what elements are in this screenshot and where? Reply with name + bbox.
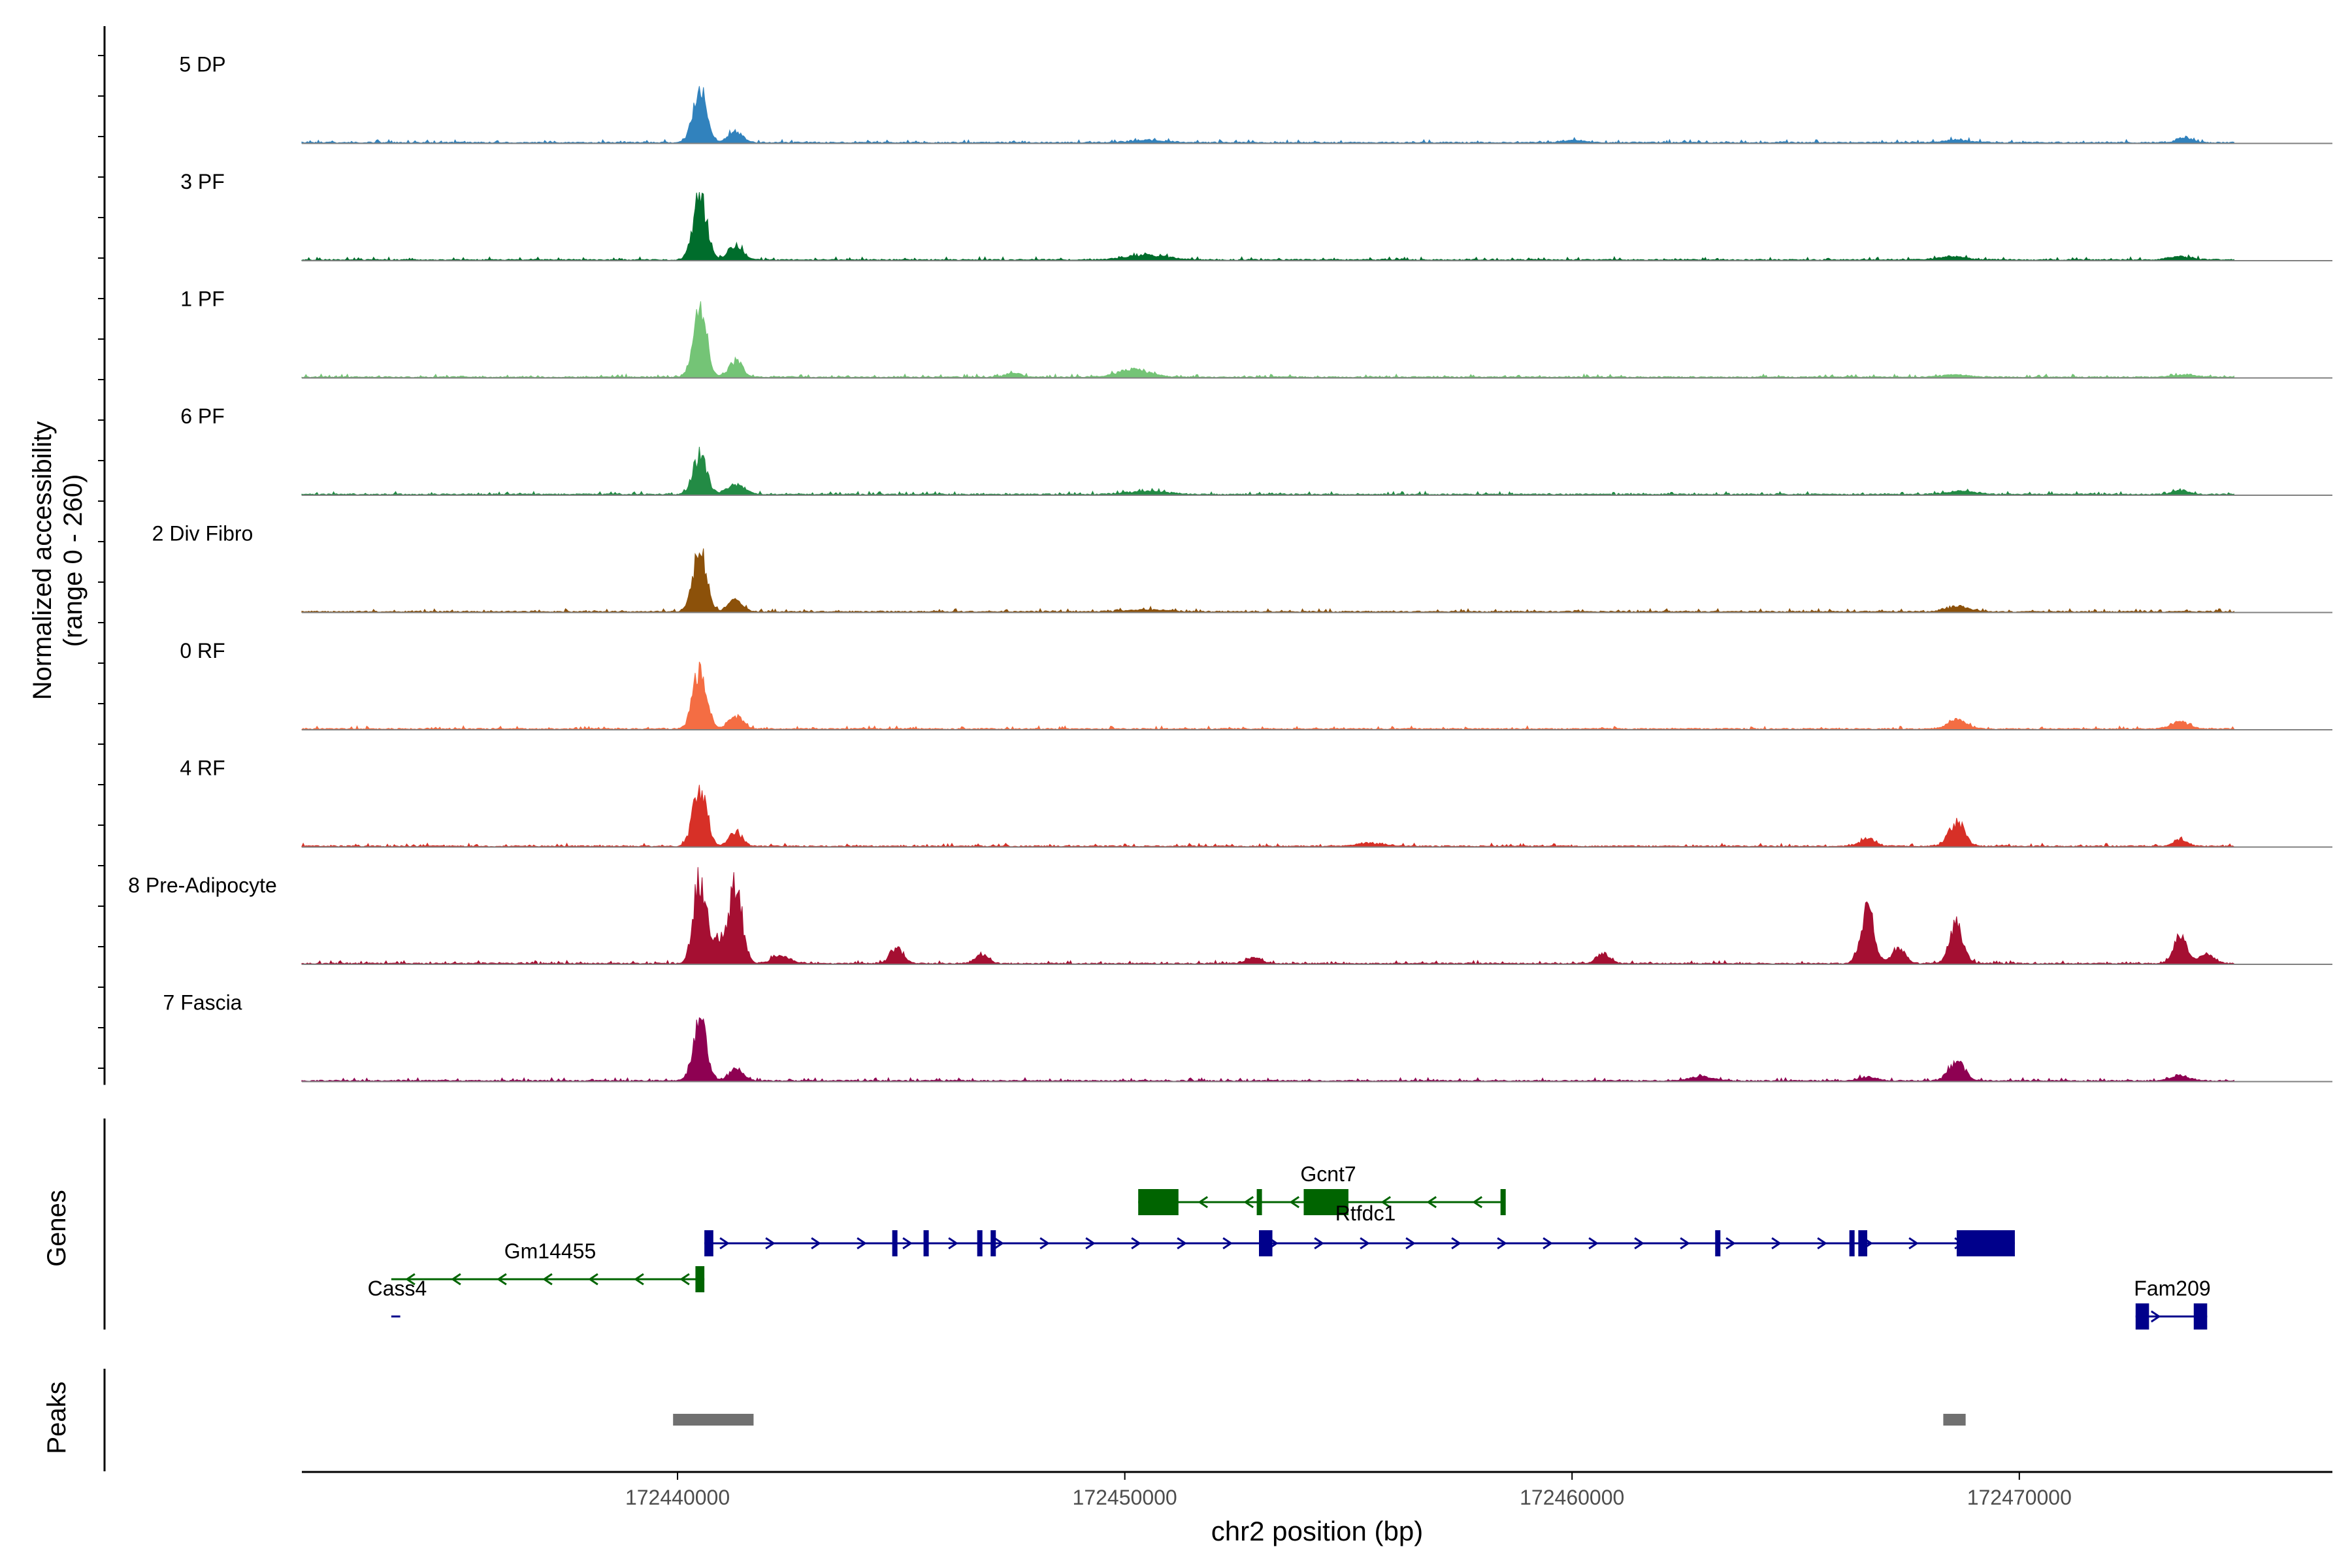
strand-arrow — [497, 1273, 507, 1286]
gene-label: Gm14455 — [504, 1239, 596, 1263]
gene-label: Cass4 — [368, 1277, 427, 1300]
x-tick-label: 172470000 — [1967, 1486, 2072, 1509]
x-tick-label: 172450000 — [1073, 1486, 1177, 1509]
peak-region — [673, 1414, 754, 1426]
coverage-area-1 — [301, 86, 2234, 144]
track-label: 7 Fascia — [163, 991, 242, 1015]
strand-arrow — [679, 1273, 690, 1286]
strand-arrow — [811, 1237, 821, 1250]
strand-arrow — [542, 1273, 553, 1286]
peaks-panel-label: Peaks — [42, 1381, 71, 1454]
strand-arrow — [1451, 1237, 1462, 1250]
genes-panel: Gcnt7 Rtfdc1 Gm14455 Cass4 Fam209 — [103, 1119, 2211, 1330]
strand-arrow — [948, 1237, 958, 1250]
gene-label: Rtfdc1 — [1335, 1201, 1396, 1225]
track-label: 4 RF — [180, 757, 225, 780]
exon — [977, 1230, 983, 1256]
exon — [1259, 1230, 1273, 1256]
strand-arrow — [1771, 1237, 1782, 1250]
genes-panel-label: Genes — [42, 1190, 71, 1267]
strand-arrow — [634, 1273, 644, 1286]
track-label: 0 RF — [180, 639, 225, 662]
strand-arrow — [1472, 1196, 1482, 1209]
track-label: 8 Pre-Adipocyte — [128, 874, 277, 897]
strand-arrow — [2150, 1310, 2161, 1323]
strand-arrow — [1405, 1237, 1416, 1250]
track-label: 3 PF — [180, 170, 225, 193]
strand-arrow — [1039, 1237, 1050, 1250]
coverage-area-7 — [301, 785, 2234, 847]
strand-arrow — [1177, 1237, 1187, 1250]
strand-arrow — [1289, 1196, 1299, 1209]
x-axis-label: chr2 position (bp) — [1211, 1516, 1424, 1546]
peak-region — [1943, 1414, 1966, 1426]
track-label: 6 PF — [180, 404, 225, 428]
strand-arrow — [1725, 1237, 1736, 1250]
exon — [1303, 1189, 1348, 1215]
strand-arrow — [1634, 1237, 1644, 1250]
x-axis: 172440000 172450000 172460000 172470000 — [302, 1471, 2332, 1509]
coverage-area-4 — [301, 446, 2234, 496]
strand-arrow — [1222, 1237, 1233, 1250]
strand-arrow — [405, 1273, 416, 1286]
strand-arrow — [1243, 1196, 1254, 1209]
strand-arrow — [1497, 1237, 1507, 1250]
peaks-panel — [103, 1369, 1966, 1471]
strand-arrow — [994, 1237, 1004, 1250]
x-tick-label: 172460000 — [1520, 1486, 1624, 1509]
exon — [892, 1230, 898, 1256]
coverage-area-2 — [301, 192, 2234, 261]
strand-arrow — [719, 1237, 730, 1250]
coverage-tracks: 5 DP 3 PF 1 PF 6 PF 2 Div Fibro 0 RF 4 RF 8 Pre… — [98, 26, 2332, 1085]
strand-arrow — [1131, 1237, 1141, 1250]
exon — [1256, 1189, 1262, 1215]
x-tick-label: 172440000 — [625, 1486, 730, 1509]
coverage-area-3 — [301, 301, 2234, 378]
exon — [1500, 1189, 1506, 1215]
strand-arrow — [1314, 1237, 1324, 1250]
strand-arrow — [1426, 1196, 1437, 1209]
gene-label: Fam209 — [2134, 1277, 2210, 1300]
gene-label: Gcnt7 — [1300, 1162, 1356, 1186]
exon — [2135, 1303, 2149, 1330]
track-label: 5 DP — [179, 53, 225, 76]
y-axis-label-line1: Normalized accessibility — [28, 421, 57, 700]
exon — [1849, 1230, 1855, 1256]
strand-arrow — [1680, 1237, 1690, 1250]
exon — [923, 1230, 929, 1256]
strand-arrow — [1908, 1237, 1919, 1250]
exon — [704, 1230, 713, 1256]
strand-arrow — [1588, 1237, 1599, 1250]
strand-arrow — [765, 1237, 776, 1250]
coverage-area-6 — [301, 661, 2234, 730]
y-axis-label-line2: (range 0 - 260) — [59, 474, 88, 647]
strand-arrow — [1085, 1237, 1096, 1250]
strand-arrow — [451, 1273, 461, 1286]
exon — [695, 1266, 705, 1292]
coverage-area-8 — [301, 867, 2234, 965]
exon — [1956, 1230, 2015, 1256]
coverage-area-5 — [301, 548, 2234, 613]
strand-arrow — [1543, 1237, 1553, 1250]
exon — [2193, 1303, 2208, 1330]
strand-arrow — [1817, 1237, 1827, 1250]
exon — [1715, 1230, 1721, 1256]
strand-arrow — [1360, 1237, 1370, 1250]
exon — [990, 1230, 996, 1256]
coverage-area-9 — [301, 1017, 2234, 1082]
strand-arrow — [1380, 1196, 1391, 1209]
strand-arrow — [1198, 1196, 1208, 1209]
track-label: 2 Div Fibro — [152, 522, 253, 546]
track-label: 1 PF — [180, 287, 225, 311]
strand-arrow — [902, 1237, 913, 1250]
exon — [1858, 1230, 1868, 1256]
strand-arrow — [588, 1273, 598, 1286]
exon — [1138, 1189, 1179, 1215]
strand-arrow — [857, 1237, 867, 1250]
